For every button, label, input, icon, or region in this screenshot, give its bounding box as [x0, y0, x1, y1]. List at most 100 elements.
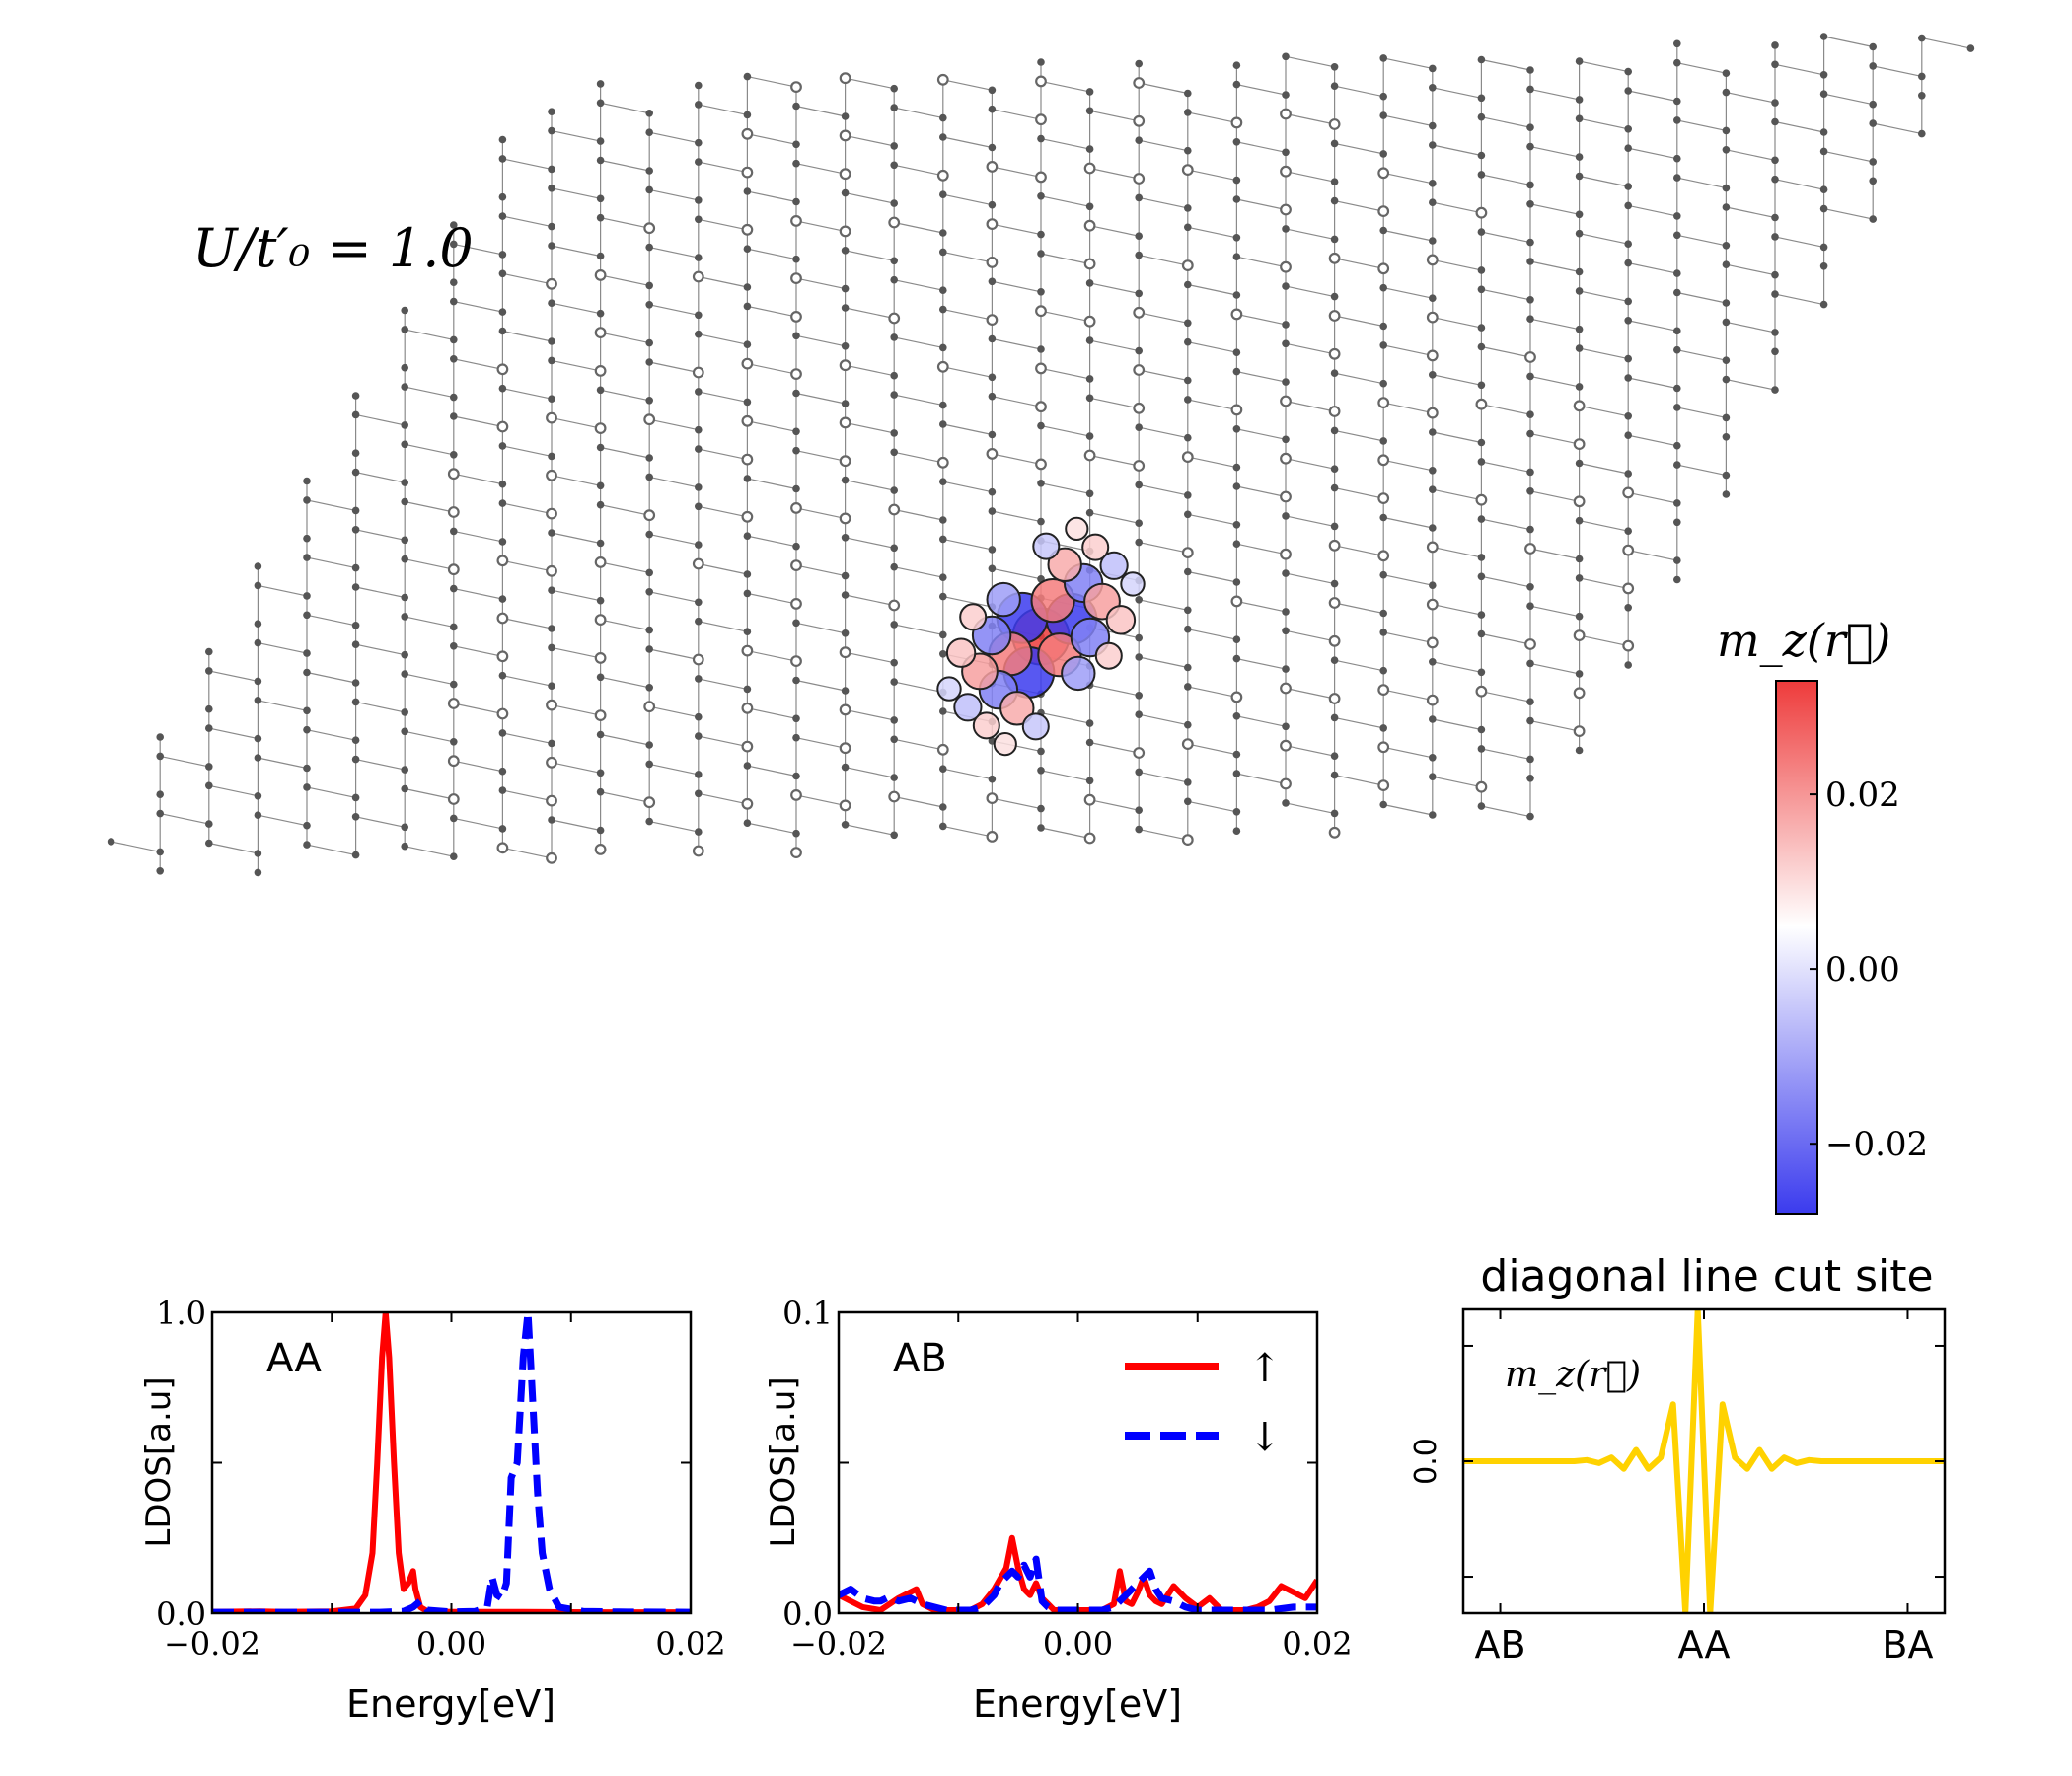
lattice-site [988, 430, 997, 439]
lattice-site [792, 733, 800, 742]
lattice-site [939, 190, 947, 198]
lattice-site [548, 185, 555, 192]
lattice-site [1477, 668, 1486, 677]
lattice-site [548, 222, 555, 231]
lattice-site [841, 763, 850, 772]
lattice-site [1282, 627, 1290, 635]
lattice-site [1135, 710, 1143, 718]
lattice-site [1673, 384, 1681, 393]
lattice-site [1722, 490, 1731, 498]
lattice-site [1232, 463, 1241, 472]
lattice-site [303, 821, 311, 830]
lattice-site [1083, 449, 1096, 462]
lattice-site [1526, 181, 1534, 189]
lattice-site [1085, 202, 1094, 211]
lattice-site [1771, 329, 1779, 336]
lattice-site [792, 446, 800, 455]
lattice-site [1477, 94, 1486, 103]
lattice-site [986, 448, 999, 460]
lattice-site [1181, 834, 1194, 846]
lattice-site [888, 599, 901, 612]
lattice-site [1282, 722, 1290, 731]
lattice-site [1135, 232, 1143, 240]
lattice-site [401, 593, 409, 602]
lattice-site [1429, 658, 1437, 666]
lattice-site [1230, 691, 1243, 703]
lattice-site [695, 138, 703, 147]
lattice-site [1184, 146, 1192, 155]
lattice-site [841, 400, 850, 407]
lattice-site [1526, 296, 1534, 304]
lattice-site [1624, 201, 1632, 210]
lattice-site [645, 741, 653, 749]
lattice-site [695, 828, 703, 836]
lattice-site [790, 502, 802, 514]
lattice-site [839, 799, 851, 812]
lattice-site [645, 568, 653, 577]
lattice-site [450, 297, 458, 306]
lattice-site [645, 760, 653, 769]
lattice-site [351, 410, 360, 419]
lattice-site [1379, 666, 1387, 675]
lattice-site [1526, 123, 1534, 131]
lattice-site [1526, 716, 1534, 725]
lattice-site [1135, 538, 1143, 547]
lattice-site [546, 507, 557, 520]
lattice-site [1526, 142, 1534, 151]
lattice-site [1819, 128, 1828, 136]
lattice-site [1035, 171, 1047, 184]
lattice-site [1330, 713, 1339, 722]
lattice-site [594, 422, 607, 435]
lattice-site [1477, 554, 1486, 561]
lattice-site [1282, 52, 1290, 61]
lattice-site [498, 269, 507, 278]
lattice-site [548, 126, 555, 135]
lattice-bond-path [111, 36, 1971, 873]
lattice-site [303, 706, 311, 715]
lattice-site [1328, 252, 1341, 264]
cut-title: diagonal line cut site [1480, 1251, 1933, 1301]
lattice-site [596, 826, 605, 835]
lattice-site [1673, 39, 1681, 48]
lattice-site [1429, 121, 1437, 130]
lattice-site [303, 592, 311, 600]
lattice-site [839, 129, 851, 142]
lattice-site [401, 613, 409, 621]
lattice-site [1037, 192, 1045, 200]
lattice-site [1280, 108, 1292, 120]
lattice-site [645, 358, 653, 366]
lattice-site [645, 301, 653, 309]
lattice-site [645, 281, 653, 290]
x-tick-label: 0.00 [416, 1625, 486, 1663]
lattice-site [741, 510, 754, 523]
lattice-site [695, 789, 703, 798]
lattice-site [1232, 482, 1241, 490]
lattice-site [254, 620, 262, 628]
lattice-site [1819, 90, 1828, 98]
lattice-site [890, 544, 898, 553]
lattice-site [1184, 396, 1192, 404]
lattice-site [695, 502, 703, 511]
lattice-site [1085, 719, 1094, 727]
lattice-site [743, 589, 752, 598]
lattice-site [1771, 233, 1779, 241]
lattice-site [1475, 398, 1488, 410]
lattice-site [841, 591, 850, 599]
lattice-site [1232, 195, 1241, 203]
lattice-site [401, 536, 409, 545]
lattice-site [1526, 200, 1534, 208]
lattice-site [695, 101, 703, 109]
lattice-site [351, 640, 360, 648]
lattice-site [743, 245, 752, 253]
lattice-site [1575, 459, 1584, 468]
lattice-site [1330, 656, 1339, 664]
lattice-site [1673, 58, 1681, 67]
series-line [1463, 1309, 1945, 1613]
lattice-site [743, 532, 752, 540]
lattice-site [645, 110, 653, 117]
lattice-site [988, 546, 997, 554]
aa-ylabel: LDOS[a.u] [139, 1376, 179, 1547]
lattice-site [1282, 148, 1290, 157]
lattice-site [1230, 595, 1243, 608]
lattice-site [401, 440, 409, 449]
